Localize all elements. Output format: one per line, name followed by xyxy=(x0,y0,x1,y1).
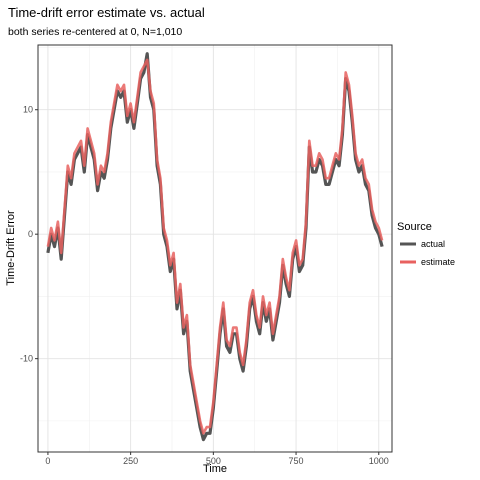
x-tick-label: 500 xyxy=(206,456,221,466)
legend-label-estimate: estimate xyxy=(421,257,455,267)
x-tick-label: 250 xyxy=(123,456,138,466)
chart-title: Time-drift error estimate vs. actual xyxy=(8,5,205,20)
legend: Source actual estimate xyxy=(397,221,455,267)
x-axis-title: Time xyxy=(203,463,227,475)
series-lines xyxy=(46,52,384,442)
x-tick-label: 0 xyxy=(45,456,50,466)
plot-panel-border xyxy=(37,44,393,453)
x-tick-label: 1000 xyxy=(369,456,389,466)
chart-subtitle: both series re-centered at 0, N=1,010 xyxy=(8,26,182,38)
x-axis-ticks: 0 250 500 750 1000 xyxy=(45,452,389,466)
y-axis-title: Time-Drift Error xyxy=(5,210,17,286)
y-tick-label: -10 xyxy=(20,354,33,364)
y-tick-label: 10 xyxy=(23,105,33,115)
x-tick-label: 750 xyxy=(289,456,304,466)
y-axis-ticks: -10 0 10 xyxy=(20,105,38,364)
legend-label-actual: actual xyxy=(421,239,445,249)
y-tick-label: 0 xyxy=(28,229,33,239)
legend-title: Source xyxy=(397,221,432,233)
grid-lines xyxy=(38,45,392,452)
series-line-estimate xyxy=(46,58,384,435)
